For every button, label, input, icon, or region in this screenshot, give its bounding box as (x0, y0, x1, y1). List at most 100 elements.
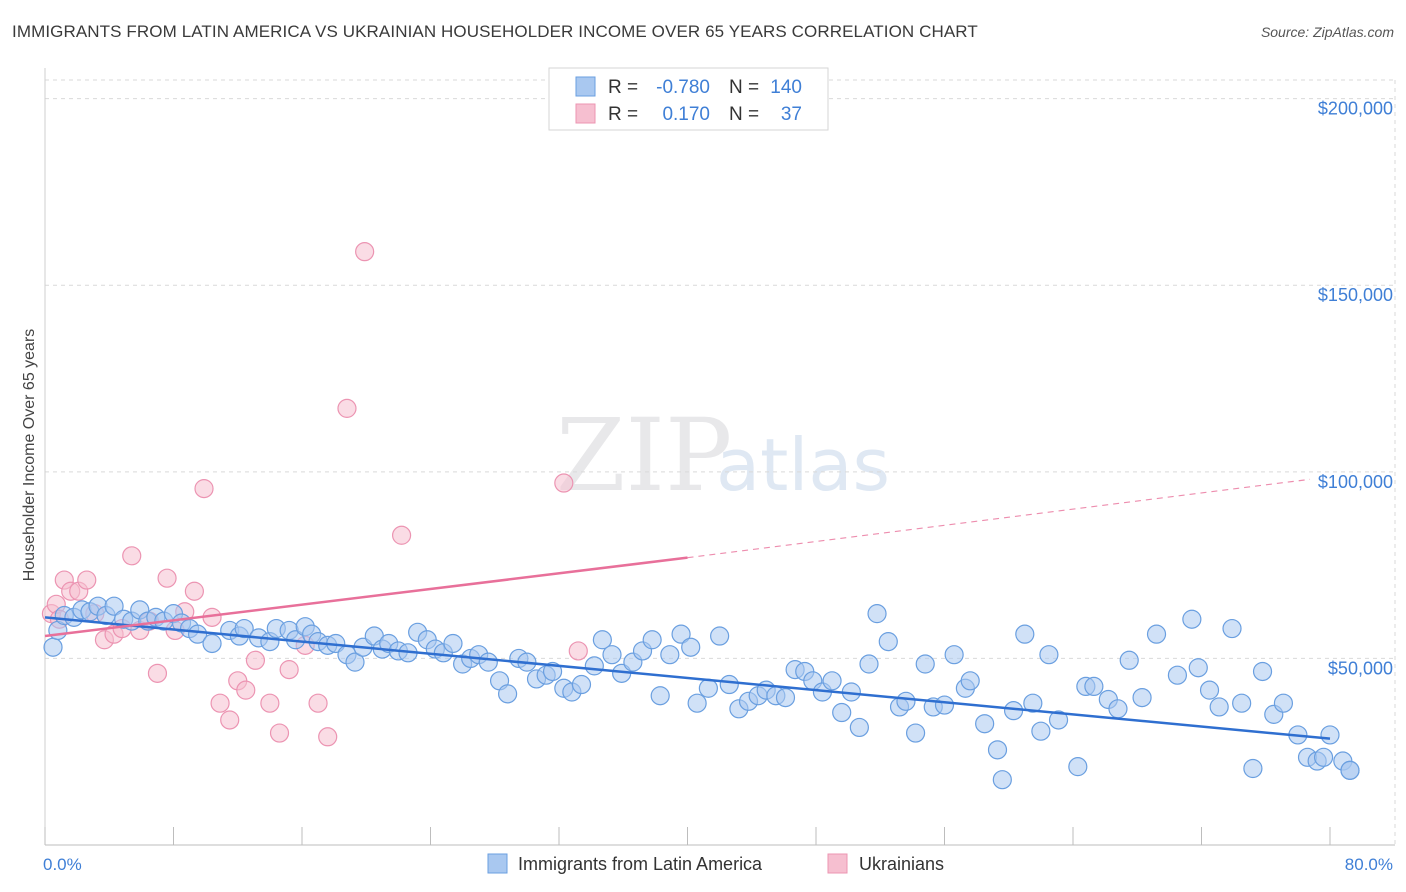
point-latin-america (642, 630, 662, 650)
point-ukrainians (391, 525, 412, 545)
point-ukrainians (269, 723, 290, 743)
point-latin-america (187, 624, 208, 644)
x-tick-label-max: 80.0% (1345, 855, 1393, 874)
point-ukrainians (308, 693, 328, 713)
y-tick-label: $50,000 (1328, 658, 1393, 678)
point-latin-america (687, 693, 707, 713)
trend-line-ukrainians (44, 556, 688, 638)
point-ukrainians (220, 710, 240, 730)
point-ukrainians (157, 568, 177, 588)
point-latin-america (1023, 693, 1043, 713)
axes (44, 68, 1395, 846)
legend-n-value-pink: 37 (781, 104, 802, 125)
legend-n-label-blue: N = (729, 77, 759, 98)
point-latin-america (849, 717, 869, 738)
bottom-legend-swatch-blue (487, 853, 508, 874)
point-latin-america (602, 645, 622, 665)
point-latin-america (1146, 624, 1167, 644)
point-latin-america (584, 656, 604, 676)
point-latin-america (710, 626, 730, 646)
point-latin-america (681, 637, 701, 657)
bottom-legend-label-pink: Ukrainians (859, 854, 944, 874)
point-latin-america (1252, 661, 1273, 682)
point-latin-america (202, 633, 222, 654)
watermark: ZIP atlas (556, 397, 890, 514)
point-latin-america (1199, 680, 1220, 700)
bottom-legend-swatch-pink (827, 853, 848, 874)
legend-r-label-blue: R = (608, 77, 638, 98)
point-ukrainians (147, 663, 168, 683)
point-latin-america (234, 618, 254, 639)
point-latin-america (498, 684, 518, 704)
point-latin-america (832, 702, 852, 723)
x-tick-labels: 0.0% 80.0% (43, 855, 1393, 874)
point-latin-america (660, 645, 680, 665)
point-latin-america (592, 630, 612, 650)
y-axis-label: Householder Income Over 65 years (21, 329, 38, 582)
point-latin-america (775, 687, 796, 708)
point-latin-america (1209, 697, 1229, 717)
point-latin-america (1119, 650, 1139, 670)
legend-swatch-blue (575, 76, 596, 97)
y-tick-label: $150,000 (1318, 285, 1393, 305)
point-latin-america (992, 770, 1012, 790)
series-ukrainians (41, 242, 588, 747)
point-latin-america (1243, 758, 1263, 779)
point-latin-america (1232, 693, 1252, 713)
point-latin-america (987, 740, 1008, 760)
point-latin-america (104, 596, 124, 616)
point-latin-america (571, 674, 592, 695)
point-latin-america (1132, 687, 1152, 708)
point-latin-america (867, 604, 887, 624)
point-latin-america (1182, 609, 1202, 629)
point-latin-america (443, 633, 463, 654)
point-latin-america (944, 645, 964, 665)
source-label: Source: ZipAtlas.com (1260, 24, 1394, 40)
chart-title: IMMIGRANTS FROM LATIN AMERICA VS UKRAINI… (12, 22, 978, 41)
point-latin-america (1222, 618, 1242, 639)
point-ukrainians (184, 581, 204, 601)
legend-n-value-blue: 140 (770, 77, 802, 98)
point-ukrainians (260, 693, 280, 713)
point-ukrainians (194, 479, 214, 499)
legend-r-value-blue: -0.780 (656, 77, 710, 98)
legend-r-label-pink: R = (608, 104, 638, 125)
y-tick-labels: $50,000 $100,000 $150,000 $200,000 (1318, 99, 1393, 679)
point-ukrainians (236, 680, 256, 700)
point-latin-america (671, 624, 691, 644)
point-latin-america (698, 678, 718, 698)
legend-r-value-pink: 0.170 (662, 104, 710, 125)
trend-line-latin-america (44, 616, 1331, 740)
point-latin-america (1084, 676, 1104, 697)
point-latin-america (1188, 658, 1208, 678)
trend-line-ukrainians-extension (687, 478, 1311, 559)
point-latin-america (43, 637, 63, 657)
point-ukrainians (355, 242, 375, 262)
y-tick-label: $200,000 (1318, 99, 1393, 119)
point-latin-america (915, 654, 935, 674)
point-ukrainians (337, 398, 357, 418)
point-latin-america (719, 674, 739, 695)
point-ukrainians (245, 650, 266, 670)
point-ukrainians (568, 641, 588, 661)
point-ukrainians (77, 570, 97, 590)
legend-n-label-pink: N = (729, 104, 759, 125)
x-tick-label-min: 0.0% (43, 855, 82, 874)
bottom-legend: Immigrants from Latin America Ukrainians (487, 853, 944, 874)
point-ukrainians (279, 660, 299, 680)
point-latin-america (542, 661, 563, 682)
watermark-zip: ZIP (556, 397, 732, 514)
point-latin-america (1320, 725, 1340, 745)
point-latin-america (1313, 747, 1334, 767)
point-latin-america (1048, 710, 1069, 730)
series-latin-america (43, 596, 1360, 790)
legend: R = -0.780 N = 140 R = 0.170 N = 37 (548, 67, 829, 131)
point-ukrainians (318, 727, 338, 747)
point-latin-america (650, 686, 670, 706)
bottom-legend-label-blue: Immigrants from Latin America (518, 854, 763, 874)
point-latin-america (1068, 757, 1088, 777)
point-latin-america (1340, 760, 1360, 780)
point-latin-america (905, 723, 926, 743)
point-latin-america (1039, 645, 1059, 665)
